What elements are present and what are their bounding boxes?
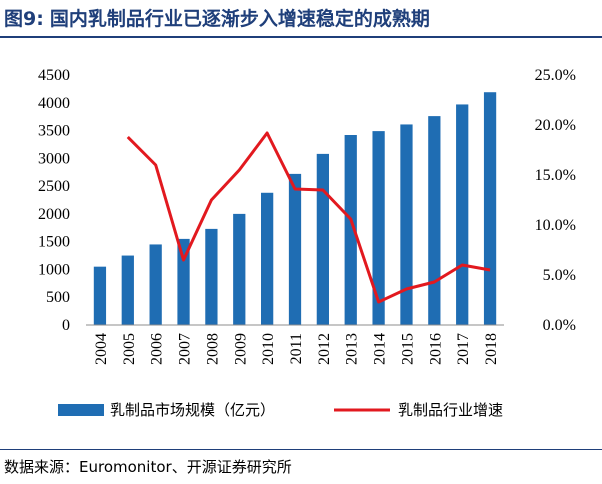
left-tick-label: 3000 bbox=[38, 150, 70, 167]
right-tick-label: 20.0% bbox=[535, 117, 576, 134]
right-axis: 0.0% 5.0% 10.0% 15.0% 20.0% 25.0% bbox=[535, 67, 576, 334]
x-tick-label: 2004 bbox=[93, 333, 110, 365]
x-tick-label: 2015 bbox=[399, 333, 416, 365]
right-tick-label: 15.0% bbox=[535, 167, 576, 184]
bar-2014 bbox=[372, 131, 385, 325]
bar-2016 bbox=[428, 116, 441, 325]
left-axis: 0 500 1000 1500 2000 2500 3000 3500 4000 4500 bbox=[38, 67, 70, 334]
chart-title: 图9: 国内乳制品行业已逐渐步入增速稳定的成熟期 bbox=[4, 4, 598, 34]
bar-2007 bbox=[177, 238, 190, 325]
right-tick-label: 10.0% bbox=[535, 217, 576, 234]
source-note: 数据来源：Euromonitor、开源证券研究所 bbox=[4, 458, 292, 476]
combo-chart: 0 500 1000 1500 2000 2500 3000 3500 4000 4500 0.0… bbox=[38, 67, 576, 419]
bar-2010 bbox=[261, 192, 274, 325]
bar-2015 bbox=[400, 124, 413, 325]
bar-2009 bbox=[233, 213, 246, 325]
x-tick-label: 2006 bbox=[149, 333, 166, 365]
x-tick-label: 2014 bbox=[372, 333, 389, 365]
left-tick-label: 4500 bbox=[38, 67, 70, 84]
left-tick-label: 0 bbox=[62, 317, 70, 334]
x-tick-label: 2005 bbox=[121, 333, 138, 365]
line-series bbox=[126, 131, 491, 304]
x-tick-label: 2013 bbox=[344, 333, 361, 365]
x-tick-label: 2007 bbox=[177, 333, 194, 365]
x-tick-label: 2012 bbox=[316, 333, 333, 365]
x-tick-label: 2017 bbox=[455, 333, 472, 365]
left-tick-label: 3500 bbox=[38, 123, 70, 140]
right-tick-label: 25.0% bbox=[535, 67, 576, 84]
bar-2013 bbox=[344, 135, 357, 325]
left-tick-label: 2500 bbox=[38, 178, 70, 195]
source-divider bbox=[0, 449, 602, 450]
x-tick-label: 2010 bbox=[260, 333, 277, 365]
left-tick-label: 2000 bbox=[38, 206, 70, 223]
x-axis: 2004 2005 2006 2007 2008 2009 2010 2011 2012 2013… bbox=[93, 333, 500, 365]
x-tick-label: 2018 bbox=[483, 333, 500, 365]
x-tick-label: 2011 bbox=[288, 333, 305, 364]
bar-2012 bbox=[316, 153, 329, 325]
legend-line-label: 乳制品行业增速 bbox=[398, 401, 503, 419]
growth-line bbox=[126, 131, 491, 304]
legend: 乳制品市场规模（亿元） 乳制品行业增速 bbox=[58, 401, 503, 419]
left-tick-label: 500 bbox=[46, 289, 70, 306]
bar-2004 bbox=[93, 266, 107, 325]
x-tick-label: 2008 bbox=[204, 333, 221, 365]
bar-2008 bbox=[205, 228, 218, 325]
legend-bar-label: 乳制品市场规模（亿元） bbox=[110, 401, 275, 419]
bar-2005 bbox=[121, 255, 134, 325]
title-divider bbox=[0, 36, 602, 38]
bar-2011 bbox=[288, 173, 302, 325]
left-tick-label: 1500 bbox=[38, 234, 70, 251]
legend-bar-swatch bbox=[58, 404, 104, 416]
figure-title-text: 国内乳制品行业已逐渐步入增速稳定的成熟期 bbox=[49, 8, 430, 30]
figure-number: 图9: bbox=[4, 8, 44, 30]
left-tick-label: 1000 bbox=[38, 261, 70, 278]
bar-series bbox=[93, 92, 497, 325]
x-tick-label: 2009 bbox=[232, 333, 249, 365]
right-tick-label: 5.0% bbox=[543, 267, 576, 284]
left-tick-label: 4000 bbox=[38, 95, 70, 112]
bar-2006 bbox=[149, 244, 162, 325]
bar-2017 bbox=[456, 104, 469, 325]
right-tick-label: 0.0% bbox=[543, 317, 576, 334]
x-tick-label: 2016 bbox=[427, 333, 444, 365]
bar-2018 bbox=[483, 92, 497, 325]
